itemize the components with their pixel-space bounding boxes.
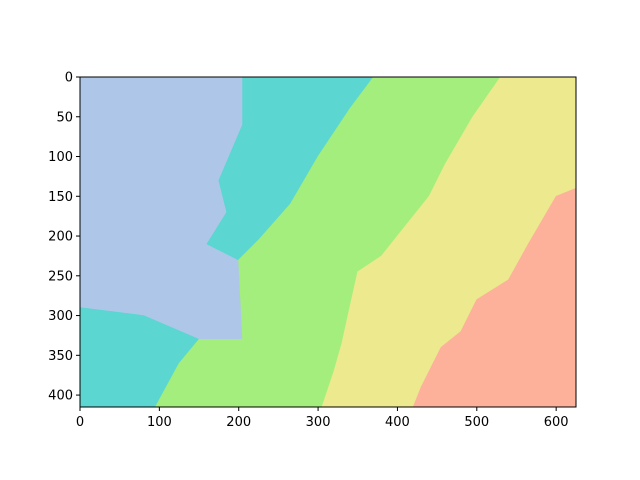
y-tick-label: 0 (65, 71, 73, 86)
x-tick-label: 300 (306, 415, 331, 430)
y-tick-label: 200 (48, 230, 73, 245)
y-tick-label: 150 (48, 190, 73, 205)
x-tick-label: 500 (464, 415, 489, 430)
x-tick-label: 0 (76, 415, 84, 430)
y-tick-label: 100 (48, 150, 73, 165)
x-axis: 0 100 200 300 400 500 600 (76, 407, 569, 430)
heatmap-regions (80, 77, 576, 407)
y-tick-label: 250 (48, 269, 73, 284)
plot-frame (79, 76, 577, 408)
y-tick-label: 300 (48, 309, 73, 324)
x-tick-label: 200 (226, 415, 251, 430)
x-tick-label: 600 (544, 415, 569, 430)
y-axis: 0 50 100 150 200 250 300 350 400 (48, 71, 80, 404)
y-tick-label: 400 (48, 389, 73, 404)
x-tick-label: 100 (147, 415, 172, 430)
heatmap-region-0 (80, 77, 244, 340)
y-tick-label: 50 (56, 110, 73, 125)
heatmap-region-5 (412, 187, 576, 407)
y-tick-label: 350 (48, 349, 73, 364)
x-tick-label: 400 (385, 415, 410, 430)
